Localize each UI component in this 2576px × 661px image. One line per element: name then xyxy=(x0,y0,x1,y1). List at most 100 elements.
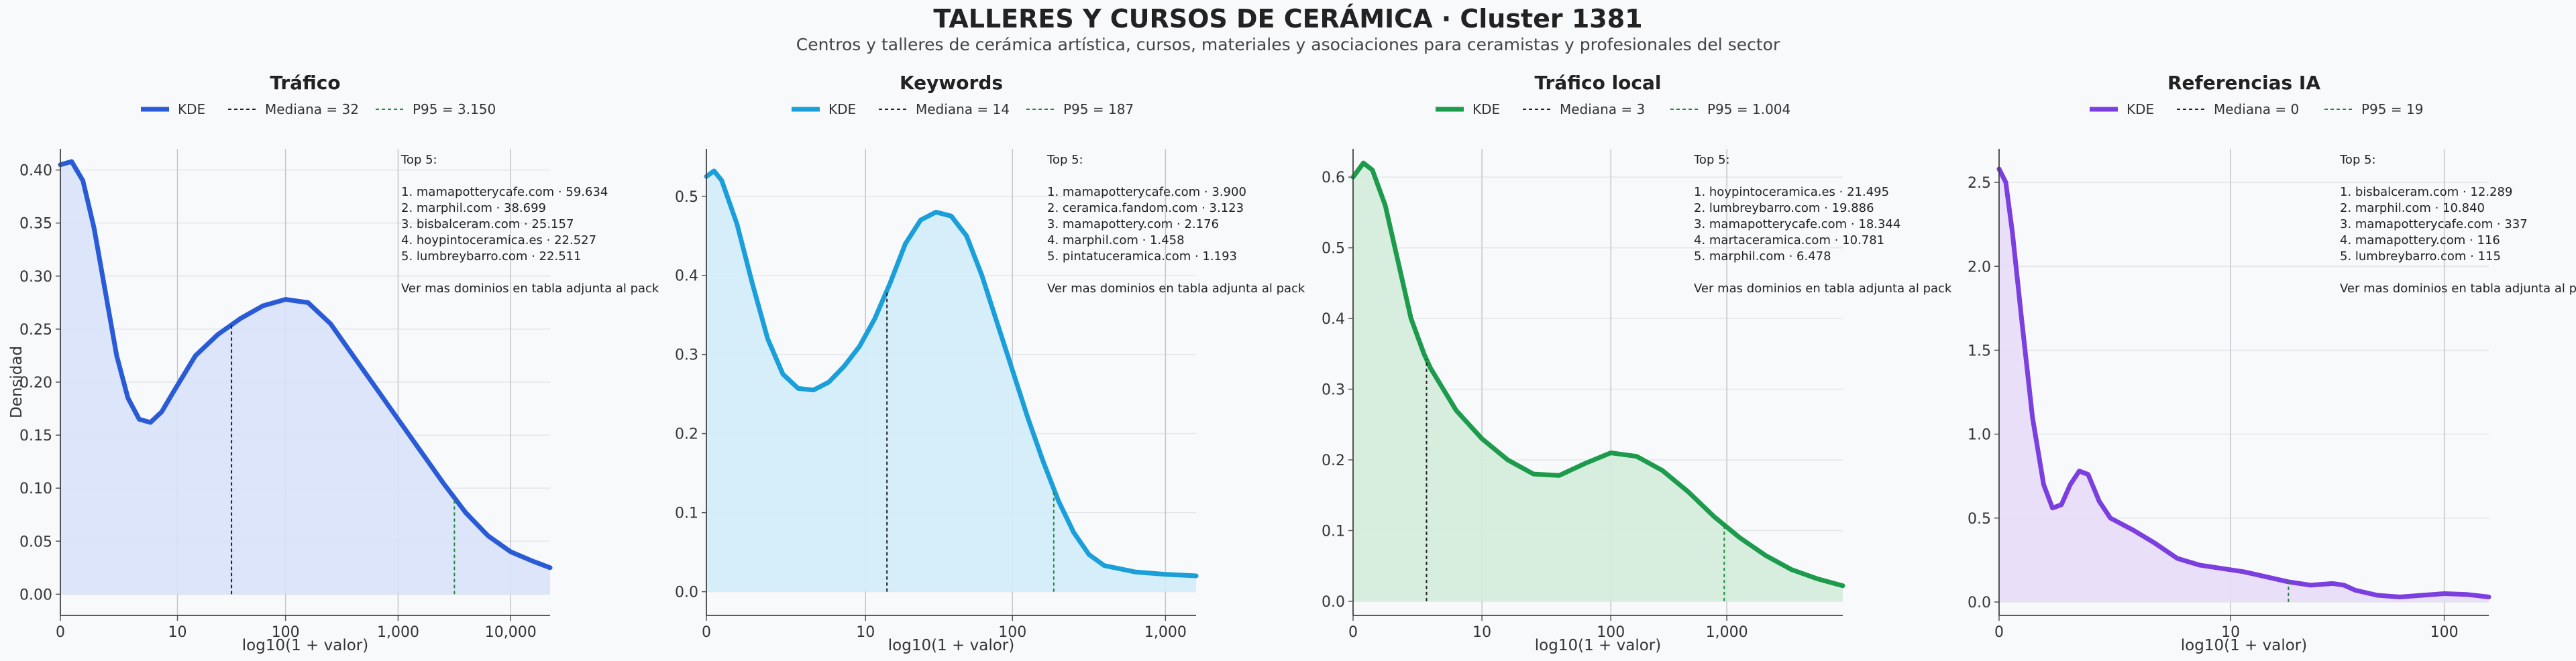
top5-item: 4. mamapottery.com · 116 xyxy=(2340,233,2500,247)
kde-line xyxy=(58,159,553,570)
top5-item: 4. marphil.com · 1.458 xyxy=(1047,233,1185,247)
y-tick-label: 0.4 xyxy=(1322,311,1345,328)
legend-median-label: Mediana = 14 xyxy=(916,101,1010,117)
top5-title: Top 5: xyxy=(1046,153,1083,167)
kde-area xyxy=(1353,163,1843,601)
y-tick-label: 0.00 xyxy=(19,587,52,603)
y-tick-label: 0.15 xyxy=(19,428,52,444)
x-tick-label: 0 xyxy=(702,624,711,641)
x-axis-label: log10(1 + valor) xyxy=(2181,637,2307,654)
y-tick-label: 0.35 xyxy=(19,216,52,233)
top5-item: 1. mamapotterycafe.com · 59.634 xyxy=(401,185,608,199)
x-tick-label: 1,000 xyxy=(1144,624,1187,641)
y-tick-label: 0.3 xyxy=(675,347,698,364)
y-tick-label: 0.1 xyxy=(1322,523,1345,540)
top5-note: Ver mas dominios en tabla adjunta al pac… xyxy=(1694,282,1952,296)
y-tick-label: 1.5 xyxy=(1968,343,1991,359)
y-tick-label: 0.2 xyxy=(675,426,698,443)
legend-p95-label: P95 = 187 xyxy=(1063,101,1134,117)
top5-item: 1. bisbalceram.com · 12.289 xyxy=(2340,185,2512,199)
x-tick-label: 10 xyxy=(856,624,875,641)
x-tick-label: 100 xyxy=(1597,624,1625,641)
x-tick-label: 10 xyxy=(2221,624,2240,641)
y-tick-label: 0.3 xyxy=(1322,382,1345,399)
top5-item: 2. marphil.com · 38.699 xyxy=(401,201,546,215)
legend-kde-label: KDE xyxy=(178,101,205,117)
legend-median-label: Mediana = 0 xyxy=(2214,101,2299,117)
y-tick-label: 0.40 xyxy=(19,163,52,180)
y-tick-label: 0.30 xyxy=(19,269,52,286)
top5-item: 4. martaceramica.com · 10.781 xyxy=(1694,233,1884,247)
top5-note: Ver mas dominios en tabla adjunta al pac… xyxy=(401,282,659,296)
chart-panel-3: Tráfico local KDE Mediana = 3 P95 = 1.004 0.… xyxy=(1322,72,1952,654)
y-axis-label: Densidad xyxy=(8,346,25,418)
chart-title: Tráfico local xyxy=(1535,72,1662,94)
top5-item: 5. lumbreybarro.com · 115 xyxy=(2340,249,2501,263)
legend-p95-label: P95 = 19 xyxy=(2361,101,2423,117)
y-tick-label: 0.05 xyxy=(19,534,52,550)
top5-item: 5. pintatuceramica.com · 1.193 xyxy=(1047,249,1237,263)
kde-area xyxy=(60,162,550,595)
x-tick-label: 100 xyxy=(2430,624,2459,641)
chart-title: Referencias IA xyxy=(2167,72,2320,94)
chart-title: Tráfico xyxy=(270,72,340,94)
kde-line xyxy=(704,168,1199,579)
y-tick-label: 0.2 xyxy=(1322,453,1345,469)
legend-kde-label: KDE xyxy=(828,101,856,117)
legend-kde-label: KDE xyxy=(2127,101,2154,117)
x-tick-label: 1,000 xyxy=(377,624,419,641)
y-tick-label: 0.5 xyxy=(675,189,698,206)
top5-item: 2. marphil.com · 10.840 xyxy=(2340,201,2485,215)
x-tick-label: 0 xyxy=(56,624,65,641)
y-tick-label: 2.0 xyxy=(1968,259,1991,276)
chart-panel-2: Keywords KDE Mediana = 14 P95 = 187 0.0 0.1 0.… xyxy=(675,72,1305,654)
top5-item: 3. mamapotterycafe.com · 18.344 xyxy=(1694,217,1900,231)
legend-median-label: Mediana = 3 xyxy=(1560,101,1645,117)
y-tick-label: 0.10 xyxy=(19,481,52,497)
x-tick-label: 10,000 xyxy=(485,624,537,641)
top5-item: 1. mamapotterycafe.com · 3.900 xyxy=(1047,185,1246,199)
legend-p95-label: P95 = 3.150 xyxy=(413,101,496,117)
top5-note: Ver mas dominios en tabla adjunta al pac… xyxy=(1047,282,1305,296)
top5-item: 2. ceramica.fandom.com · 3.123 xyxy=(1047,201,1244,215)
top5-title: Top 5: xyxy=(2339,153,2376,167)
page-title: TALLERES Y CURSOS DE CERÁMICA · Cluster … xyxy=(933,4,1643,34)
x-tick-label: 100 xyxy=(272,624,300,641)
y-tick-label: 1.0 xyxy=(1968,427,1991,444)
y-tick-label: 0.25 xyxy=(19,322,52,339)
kde-line xyxy=(1996,166,2491,599)
top5-title: Top 5: xyxy=(1693,153,1730,167)
y-tick-label: 0.1 xyxy=(675,505,698,522)
top5-item: 3. mamapottery.com · 2.176 xyxy=(1047,217,1219,231)
x-tick-label: 100 xyxy=(998,624,1026,641)
x-tick-label: 1,000 xyxy=(1706,624,1748,641)
legend-p95-label: P95 = 1.004 xyxy=(1707,101,1790,117)
top5-item: 2. lumbreybarro.com · 19.886 xyxy=(1694,201,1874,215)
y-tick-label: 0.0 xyxy=(1968,595,1991,611)
y-tick-label: 0.4 xyxy=(675,268,698,285)
x-tick-label: 0 xyxy=(1348,624,1358,641)
y-tick-label: 0.5 xyxy=(1322,241,1345,257)
x-tick-label: 10 xyxy=(1472,624,1491,641)
kde-area xyxy=(1999,169,2489,602)
top5-item: 1. hoypintoceramica.es · 21.495 xyxy=(1694,185,1889,199)
top5-item: 5. lumbreybarro.com · 22.511 xyxy=(401,249,582,263)
kde-area xyxy=(706,171,1196,592)
y-tick-label: 0.20 xyxy=(19,375,52,392)
y-tick-label: 2.5 xyxy=(1968,175,1991,192)
x-axis-label: log10(1 + valor) xyxy=(242,637,368,654)
legend-kde-label: KDE xyxy=(1472,101,1500,117)
y-tick-label: 0.5 xyxy=(1968,511,1991,528)
chart-title: Keywords xyxy=(900,72,1003,94)
y-tick-label: 0.0 xyxy=(1322,594,1345,611)
top5-item: 5. marphil.com · 6.478 xyxy=(1694,249,1831,263)
kde-line xyxy=(1350,160,1845,589)
page-subtitle: Centros y talleres de cerámica artística… xyxy=(796,35,1780,54)
top5-note: Ver mas dominios en tabla adjunta al pac… xyxy=(2340,282,2576,296)
top5-item: 4. hoypintoceramica.es · 22.527 xyxy=(401,233,596,247)
x-tick-label: 0 xyxy=(1994,624,2004,641)
top5-title: Top 5: xyxy=(400,153,437,167)
top5-item: 3. mamapotterycafe.com · 337 xyxy=(2340,217,2528,231)
